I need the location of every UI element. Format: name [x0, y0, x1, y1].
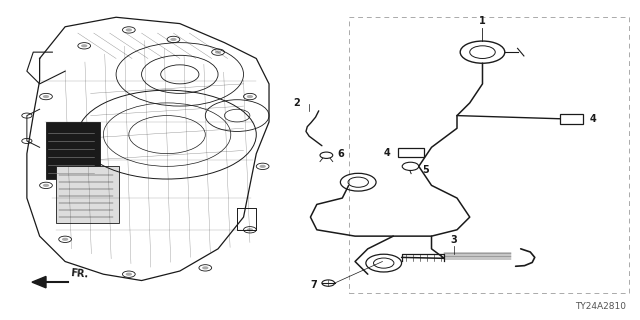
- Text: FR.: FR.: [70, 268, 89, 280]
- Circle shape: [170, 38, 177, 41]
- Text: TY24A2810: TY24A2810: [575, 302, 626, 311]
- Text: 4: 4: [383, 148, 390, 158]
- Circle shape: [125, 28, 132, 32]
- Bar: [56, 166, 119, 223]
- Text: 1: 1: [479, 16, 486, 26]
- Bar: [46, 122, 100, 179]
- Bar: [560, 114, 583, 124]
- Circle shape: [43, 184, 49, 187]
- Circle shape: [202, 266, 209, 269]
- Circle shape: [43, 95, 49, 98]
- Circle shape: [259, 165, 266, 168]
- Circle shape: [125, 273, 132, 276]
- Text: 3: 3: [451, 235, 457, 245]
- Bar: [398, 148, 424, 157]
- Text: 5: 5: [422, 164, 429, 174]
- Circle shape: [62, 238, 68, 241]
- Circle shape: [246, 228, 253, 231]
- Text: 7: 7: [310, 280, 317, 290]
- Bar: [349, 17, 629, 293]
- Text: 4: 4: [589, 114, 596, 124]
- Text: 6: 6: [338, 149, 344, 159]
- Circle shape: [246, 95, 253, 98]
- Circle shape: [81, 44, 88, 47]
- Circle shape: [215, 51, 221, 54]
- Text: 2: 2: [293, 98, 300, 108]
- Polygon shape: [32, 276, 46, 288]
